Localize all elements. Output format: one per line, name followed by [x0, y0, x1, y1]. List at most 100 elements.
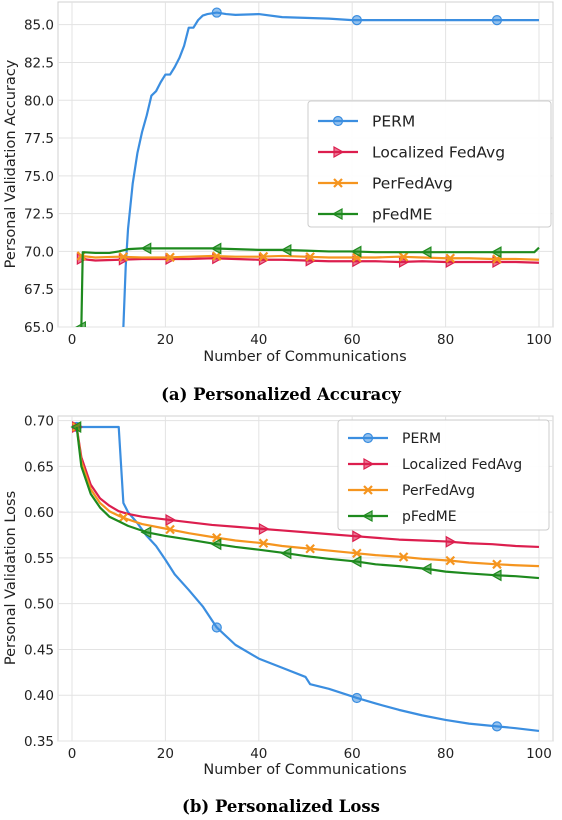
data-point-marker: [258, 251, 269, 262]
data-point-marker: [491, 15, 503, 26]
legend-item: Localized FedAvg: [348, 457, 522, 473]
tick-labels: 0 20 40 60 80 100 65.0 67.5 70.0 72.5 75.0 77.5 80.0…: [24, 18, 552, 348]
legend: PERM Localized FedAvg PerFedAvg pFedME: [307, 100, 552, 228]
legend-label: Localized FedAvg: [402, 457, 522, 473]
x-tick-label: 80: [437, 332, 454, 348]
legend-marker: [333, 145, 345, 159]
x-tick-label: 40: [250, 332, 267, 348]
series-pfedme: [70, 420, 540, 582]
legend-marker: [332, 115, 344, 127]
data-point-marker: [280, 244, 292, 257]
y-axis-label: Personal Validation Accuracy: [3, 59, 19, 268]
data-point-marker: [350, 555, 362, 568]
data-point-marker: [491, 721, 503, 732]
y-tick-label: 0.70: [24, 414, 54, 430]
legend-label: PERM: [402, 431, 441, 447]
y-tick-label: 0.50: [24, 597, 54, 613]
y-tick-label: 65.0: [24, 320, 54, 336]
data-point-marker: [445, 253, 456, 263]
y-tick-label: 0.35: [24, 734, 54, 750]
legend-label: Localized FedAvg: [372, 144, 505, 162]
series-pfedme: [75, 242, 540, 327]
series-line: [76, 425, 540, 733]
x-tick-label: 80: [437, 746, 454, 762]
legend-item: pFedME: [348, 509, 457, 525]
data-point-marker: [165, 513, 177, 527]
y-tick-label: 0.45: [24, 642, 54, 658]
data-point-marker: [210, 538, 222, 551]
series-perm: [122, 7, 539, 327]
legend-box: [337, 419, 550, 531]
legend-label: PerFedAvg: [402, 483, 475, 499]
data-point-marker: [490, 246, 502, 259]
y-tick-label: 0.60: [24, 505, 54, 521]
x-axis-label: Number of Communications: [203, 349, 406, 365]
chart-personalized-loss: 0 20 40 60 80 100 0.35 0.40 0.45 0.50 0.55 0.60 0.65…: [3, 414, 554, 816]
data-point-marker: [70, 420, 82, 434]
y-tick-label: 67.5: [24, 282, 54, 298]
data-point-marker: [445, 535, 457, 548]
legend-marker: [362, 432, 374, 444]
data-point-marker: [258, 522, 270, 535]
series-line: [75, 426, 540, 549]
data-point-marker: [211, 622, 222, 633]
legend-marker: [331, 207, 343, 221]
data-point-marker: [305, 543, 315, 554]
y-tick-label: 75.0: [24, 169, 54, 185]
legend-item: PERM: [348, 431, 441, 447]
legend-marker: [361, 509, 373, 523]
data-point-marker: [140, 242, 152, 255]
data-point-marker: [350, 245, 362, 258]
y-tick-label: 0.55: [24, 551, 54, 567]
data-point-marker: [398, 552, 409, 562]
y-tick-label: 85.0: [24, 18, 54, 34]
tick-labels: 0 20 40 60 80 100 0.35 0.40 0.45 0.50 0.55 0.60 0.65…: [24, 414, 552, 762]
chart-personalized-accuracy: 0 20 40 60 80 100 65.0 67.5 70.0 72.5 75.0 77.5 80.0…: [3, 1, 554, 404]
y-tick-label: 82.5: [24, 55, 54, 71]
x-axis-label: Number of Communications: [203, 762, 406, 778]
data-point-marker: [352, 530, 364, 543]
data-point-marker: [490, 569, 502, 582]
legend-label: pFedME: [402, 509, 457, 525]
data-point-marker: [351, 692, 362, 704]
x-tick-label: 20: [157, 332, 174, 348]
legend-label: pFedME: [372, 206, 432, 224]
data-point-marker: [258, 538, 269, 549]
series-layer: [75, 7, 540, 327]
series-line: [75, 426, 540, 580]
series-line: [81, 257, 540, 264]
x-tick-label: 20: [157, 746, 174, 762]
x-tick-label: 100: [526, 332, 552, 348]
legend-label: PERM: [372, 113, 415, 131]
x-tick-label: 60: [344, 746, 361, 762]
data-point-marker: [398, 252, 409, 262]
legend-item: PERM: [318, 113, 415, 131]
legend-marker: [363, 485, 373, 495]
x-tick-label: 100: [526, 746, 552, 762]
data-point-marker: [165, 524, 175, 535]
data-point-marker: [211, 7, 222, 18]
legend-item: pFedME: [318, 206, 432, 224]
y-tick-label: 70.0: [24, 244, 54, 260]
data-point-marker: [420, 246, 432, 259]
legend-item: Localized FedAvg: [318, 144, 505, 162]
y-tick-label: 72.5: [24, 207, 54, 223]
data-point-marker: [420, 562, 432, 575]
legend: PERM Localized FedAvg PerFedAvg pFedME: [337, 419, 550, 531]
caption: (b) Personalized Loss: [182, 797, 380, 816]
data-point-marker: [445, 555, 456, 566]
series-layer: [70, 420, 540, 733]
data-point-marker: [118, 252, 129, 262]
y-tick-label: 0.40: [24, 688, 54, 704]
series-perfedavg: [76, 251, 540, 264]
data-point-marker: [492, 559, 502, 570]
data-point-marker: [351, 15, 362, 26]
data-point-marker: [118, 512, 129, 523]
legend-marker: [363, 457, 375, 471]
y-tick-label: 0.65: [24, 459, 54, 475]
data-point-marker: [352, 548, 362, 559]
legend-label: PerFedAvg: [372, 175, 453, 193]
y-tick-label: 80.0: [24, 93, 54, 109]
legend-box: [307, 100, 552, 228]
